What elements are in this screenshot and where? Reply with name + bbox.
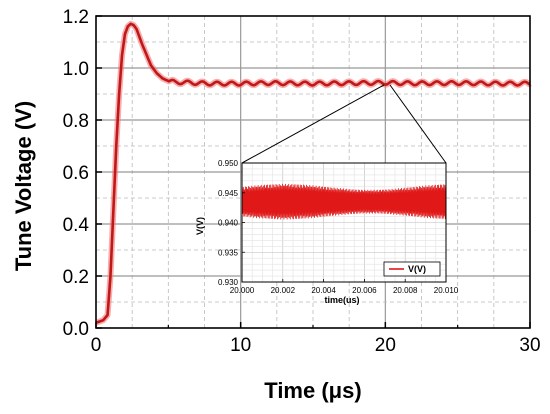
- inset-x-tick-label: 20.004: [311, 286, 336, 295]
- zoom-connector-left: [241, 84, 385, 164]
- inset-x-tick-label: 20.008: [393, 286, 418, 295]
- inset-x-axis-title: time(us): [324, 295, 359, 305]
- x-tick-label: 20: [375, 335, 396, 356]
- y-tick-label: 0.2: [63, 267, 89, 288]
- y-tick-label: 1.2: [63, 7, 89, 28]
- inset-y-tick-label: 0.930: [218, 278, 239, 287]
- y-tick-label: 0.4: [63, 215, 90, 236]
- y-tick-label: 0.8: [63, 111, 89, 132]
- inset-y-tick-label: 0.950: [218, 159, 239, 168]
- inset-axis-ticks: 20.000 20.002 20.004 20.006 20.008 20.010 0.93…: [218, 159, 459, 295]
- main-axis-ticks: 0 10 20 30 0.0 0.2 0.4 0.6 0.8 1.0 1.2: [63, 7, 541, 356]
- inset-y-axis-title: V(V): [195, 217, 205, 235]
- inset-y-tick-label: 0.940: [218, 219, 239, 228]
- inset-x-tick-label: 20.006: [352, 286, 377, 295]
- zoom-connector-right: [389, 84, 447, 164]
- inset-chart: 20.000 20.002 20.004 20.006 20.008 20.010 0.93…: [195, 159, 459, 305]
- inset-legend-label: V(V): [408, 264, 426, 274]
- x-axis-title: Time (μs): [264, 378, 361, 403]
- x-tick-label: 30: [519, 335, 540, 356]
- inset-legend: V(V): [383, 261, 441, 277]
- x-tick-label: 0: [91, 335, 102, 356]
- y-tick-label: 1.0: [63, 59, 89, 80]
- inset-series-line: [241, 183, 447, 220]
- main-series-line: [93, 20, 533, 326]
- y-tick-label: 0.6: [63, 163, 89, 184]
- inset-x-tick-label: 20.002: [271, 286, 296, 295]
- y-tick-label: 0.0: [63, 319, 89, 340]
- inset-legend-box: [383, 261, 441, 277]
- inset-series-path: [241, 183, 447, 220]
- inset-y-tick-label: 0.935: [218, 248, 239, 257]
- main-grid: [96, 16, 530, 328]
- inset-x-tick-label: 20.000: [230, 286, 255, 295]
- main-series-path: [95, 22, 531, 325]
- inset-y-tick-label: 0.945: [218, 189, 239, 198]
- inset-x-tick-label: 20.010: [434, 286, 459, 295]
- x-tick-label: 10: [230, 335, 251, 356]
- y-axis-title: Tune Voltage (V): [11, 101, 36, 271]
